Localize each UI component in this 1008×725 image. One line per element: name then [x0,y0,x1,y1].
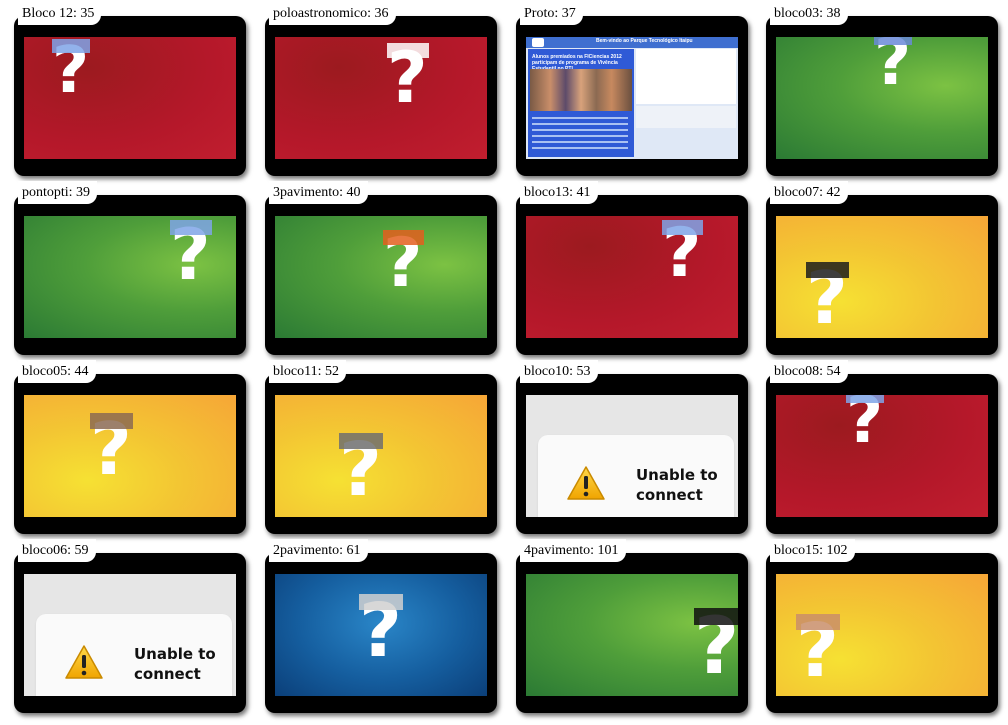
tile-label: bloco06: 59 [18,539,96,562]
question-mark-icon: ? [359,588,404,674]
screen-tile[interactable]: Proto: 37 Bem-vindo ao Parque Tecnológico… [516,2,748,176]
portal-text-line [532,141,628,143]
screen-tile[interactable]: bloco15: 102? [766,539,998,713]
tile-label: bloco03: 38 [770,2,848,25]
tile-label: poloastronomico: 36 [269,2,396,25]
tile-screen: ? [275,395,487,517]
question-mark-icon: ? [339,427,384,513]
screen-tile[interactable]: bloco08: 54? [766,360,998,534]
portal-text-line [532,117,628,119]
tile-label: bloco15: 102 [770,539,855,562]
portal-page: Bem-vindo ao Parque Tecnológico Itaipu Al… [526,37,738,159]
tile-screen: ? [526,574,738,696]
tile-screen: ? [275,37,487,159]
question-mark-icon: ? [90,407,134,491]
portal-logo [532,38,544,47]
error-card: Unable to connect [36,614,232,696]
tile-screen: ? [526,216,738,338]
portal-header-text: Bem-vindo ao Parque Tecnológico Itaipu [596,38,693,44]
question-mark-image [359,594,404,611]
screen-tile[interactable]: bloco10: 53 Unable to connect [516,360,748,534]
question-mark-image [662,220,703,235]
tile-label: bloco08: 54 [770,360,848,383]
screen-tile[interactable]: Bloco 12: 35? [14,2,246,176]
tile-label: Bloco 12: 35 [18,2,102,25]
question-mark-icon: ? [387,37,429,119]
question-mark-image [806,262,850,278]
tile-label: bloco07: 42 [770,181,848,204]
tile-label: bloco11: 52 [269,360,346,383]
tile-screen: ? [776,37,988,159]
portal-text-line [532,129,628,131]
question-mark-icon: ? [52,37,91,108]
tile-screen: ? [24,216,236,338]
screen-tile[interactable]: pontopti: 39? [14,181,246,355]
question-mark-image [339,433,384,450]
screen-tile[interactable]: bloco13: 41? [516,181,748,355]
question-mark-image [383,230,424,245]
tile-screen: Unable to connect [24,574,236,696]
screen-tile[interactable]: bloco11: 52? [265,360,497,534]
error-message: Unable to connect [636,466,718,504]
screen-tile[interactable]: 2pavimento: 61? [265,539,497,713]
portal-text-line [532,147,628,149]
screen-tile[interactable]: 4pavimento: 101? [516,539,748,713]
portal-text-line [532,135,628,137]
portal-side-panel [636,49,736,104]
question-mark-image [796,614,841,631]
portal-header-bar [526,37,738,48]
tile-screen: ? [776,574,988,696]
tile-label: 2pavimento: 61 [269,539,368,562]
question-mark-icon: ? [170,216,212,296]
tile-screen: ? [776,216,988,338]
screen-tile[interactable]: bloco07: 42? [766,181,998,355]
tile-label: bloco05: 44 [18,360,96,383]
error-message: Unable to connect [134,645,216,683]
question-mark-icon: ? [796,608,841,694]
screen-tile[interactable]: bloco05: 44? [14,360,246,534]
tile-screen: ? [275,216,487,338]
tile-label: 4pavimento: 101 [520,539,626,562]
question-mark-icon: ? [874,37,913,95]
portal-photo [530,69,632,111]
screen-tile[interactable]: poloastronomico: 36? [265,2,497,176]
warning-icon [566,465,606,501]
screen-tile[interactable]: bloco03: 38? [766,2,998,176]
tile-label: bloco10: 53 [520,360,598,383]
question-mark-icon: ? [662,216,703,293]
question-mark-icon: ? [846,395,885,453]
warning-icon [64,644,104,680]
tile-label: 3pavimento: 40 [269,181,368,204]
question-mark-image [170,220,212,236]
tile-screen: Bem-vindo ao Parque Tecnológico Itaipu Al… [526,37,738,159]
tile-screen: Unable to connect [526,395,738,517]
screen-tile[interactable]: 3pavimento: 40? [265,181,497,355]
question-mark-icon: ? [383,224,424,303]
tile-screen: ? [24,37,236,159]
question-mark-image [846,395,885,404]
question-mark-image [874,37,913,46]
tile-label: Proto: 37 [520,2,583,25]
question-mark-icon: ? [694,608,738,686]
tile-screen: ? [776,395,988,517]
question-mark-image [387,43,429,59]
error-card: Unable to connect [538,435,734,517]
question-mark-icon: ? [806,256,850,338]
question-mark-image [90,413,134,429]
tile-label: pontopti: 39 [18,181,98,204]
question-mark-image [694,608,738,626]
portal-feed [636,106,736,128]
portal-text-line [532,123,628,125]
question-mark-image [52,39,91,54]
tile-label: bloco13: 41 [520,181,598,204]
tile-screen: ? [275,574,487,696]
tile-screen: ? [24,395,236,517]
screen-tile[interactable]: bloco06: 59 Unable to connect [14,539,246,713]
